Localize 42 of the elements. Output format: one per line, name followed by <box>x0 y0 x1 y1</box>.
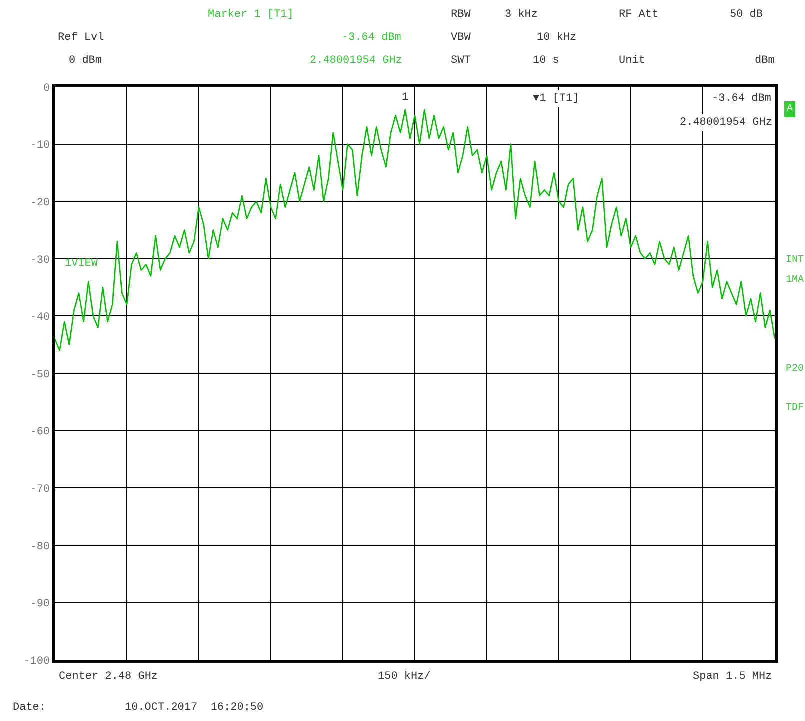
annotation: 2.48001954 GHz <box>680 117 772 129</box>
y-tick-label: -70 <box>30 484 50 496</box>
y-tick-label: -40 <box>30 312 50 324</box>
text: Ref Lvl <box>58 32 104 44</box>
y-tick-label: -30 <box>30 254 50 267</box>
y-tick-label: -20 <box>30 197 50 210</box>
text: RF Att <box>619 9 659 21</box>
text: 2.48001954 GHz <box>310 55 402 67</box>
y-tick-label: -50 <box>30 369 50 382</box>
text: 10 s <box>533 55 560 67</box>
y-tick-label: -100 <box>24 656 50 668</box>
annotation: 1VIEW <box>65 258 98 270</box>
y-tick-label: -10 <box>30 140 50 152</box>
text: VBW <box>451 32 472 44</box>
text: 10.OCT.2017 16:20:50 <box>125 702 264 714</box>
text: RBW <box>451 9 472 21</box>
text: INT <box>786 255 804 266</box>
text: P20 <box>786 364 804 375</box>
text: 1MA <box>786 275 804 286</box>
annotation: -3.64 dBm <box>712 93 772 105</box>
text: Date: <box>13 702 46 714</box>
y-tick-label: -80 <box>30 541 50 554</box>
text: Marker 1 [T1] <box>208 9 294 21</box>
text: -3.64 dBm <box>342 32 402 44</box>
text: Span 1.5 MHz <box>693 671 772 683</box>
text: SWT <box>451 55 472 67</box>
text: Center 2.48 GHz <box>59 671 158 683</box>
text: Unit <box>619 55 646 67</box>
annotation: ▼1 [T1] <box>533 93 580 105</box>
y-tick-label: 0 <box>43 82 50 95</box>
y-tick-label: -60 <box>30 426 50 439</box>
y-tick-label: -90 <box>30 598 50 611</box>
text: 50 dB <box>730 9 764 21</box>
text: TDF <box>786 403 804 414</box>
text: A <box>787 104 794 115</box>
text: 150 kHz/ <box>378 671 431 683</box>
text: dBm <box>755 55 776 67</box>
text: 0 dBm <box>69 55 102 67</box>
line-series <box>55 109 775 352</box>
annotation: 1 <box>402 92 409 104</box>
text: 10 kHz <box>537 32 577 44</box>
text: 3 kHz <box>505 9 538 21</box>
